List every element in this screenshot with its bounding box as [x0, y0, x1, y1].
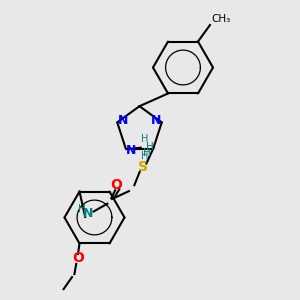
Text: H: H — [143, 148, 151, 158]
Text: O: O — [72, 251, 84, 266]
Text: N: N — [151, 114, 161, 128]
Text: N: N — [126, 143, 136, 157]
Text: H: H — [141, 151, 148, 160]
Text: N: N — [83, 207, 93, 220]
Text: O: O — [110, 178, 122, 192]
Text: N: N — [118, 114, 128, 128]
Text: H: H — [78, 203, 86, 214]
Text: H: H — [146, 142, 154, 152]
Text: CH₃: CH₃ — [212, 14, 231, 23]
Text: S: S — [138, 160, 148, 174]
Text: H: H — [141, 134, 148, 144]
